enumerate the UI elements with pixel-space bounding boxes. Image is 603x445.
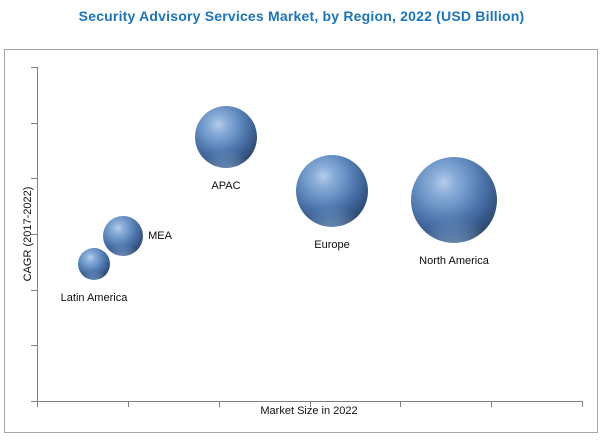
y-tick: [31, 67, 37, 68]
bubble-label-latin-america: Latin America: [60, 292, 128, 305]
chart-title: Security Advisory Services Market, by Re…: [78, 8, 525, 24]
y-axis-line: [37, 67, 38, 402]
x-tick: [400, 401, 401, 407]
bubble-label-north-america: North America: [419, 254, 489, 267]
x-axis-title: Market Size in 2022: [260, 405, 358, 417]
y-tick: [31, 178, 37, 179]
bubble-north-america: [410, 156, 497, 243]
x-tick: [582, 401, 583, 407]
x-tick: [219, 401, 220, 407]
y-tick: [31, 345, 37, 346]
chart-plot-box: [4, 49, 598, 433]
y-tick: [31, 123, 37, 124]
bubble-label-europe: Europe: [314, 238, 350, 251]
bubble-label-mea: MEA: [148, 230, 172, 242]
x-tick: [310, 401, 311, 407]
y-axis-title: CAGR (2017-2022): [22, 186, 34, 282]
x-tick: [128, 401, 129, 407]
y-tick: [31, 290, 37, 291]
bubble-europe: [295, 154, 368, 227]
bubble-latin-america: [78, 248, 111, 281]
x-tick: [37, 401, 38, 407]
y-tick: [31, 401, 37, 402]
bubble-label-apac: APAC: [211, 180, 241, 193]
bubble-apac: [195, 106, 258, 169]
y-tick: [31, 234, 37, 235]
bubble-mea: [103, 216, 144, 256]
x-tick: [491, 401, 492, 407]
